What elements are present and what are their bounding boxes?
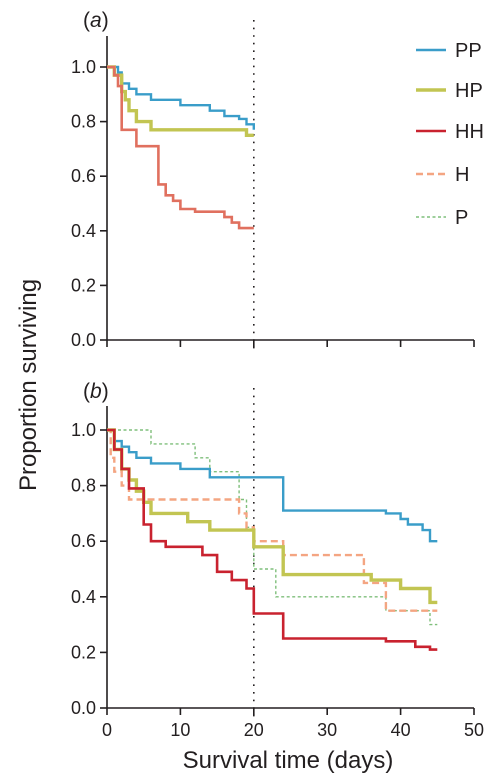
- legend-label-hh: HH: [455, 121, 484, 143]
- x-tick-label: 40: [391, 720, 411, 740]
- x-tick-label: 20: [244, 720, 264, 740]
- series-line-hp: [107, 428, 438, 605]
- legend-label-hp: HP: [455, 80, 483, 102]
- series-line-h: [107, 428, 438, 612]
- y-tick-label: 0.4: [71, 587, 96, 607]
- panel-b: (b) 0.0 0.2 0.4 0.6 0.8 1.0 0 10 20 30 40 50: [71, 380, 484, 740]
- y-tick-label: 0.0: [71, 330, 96, 350]
- panel-a: (a) 0.0 0.2 0.4 0.6 0.8 1.0: [71, 9, 475, 350]
- y-axis-title: Proportion surviving: [15, 279, 42, 491]
- y-tick-label: 1.0: [71, 57, 96, 77]
- x-tick-label: 30: [317, 720, 337, 740]
- y-tick-label: 0.8: [71, 112, 96, 132]
- y-tick-label: 0.6: [71, 531, 96, 551]
- y-tick-label: 0.0: [71, 698, 96, 718]
- legend-label-pp: PP: [455, 40, 482, 62]
- panel-b-label: (b): [83, 380, 109, 403]
- legend-label-p: P: [455, 207, 468, 229]
- x-tick-label: 10: [170, 720, 190, 740]
- y-tick-label: 0.8: [71, 476, 96, 496]
- y-tick-label: 0.2: [71, 642, 96, 662]
- y-tick-label: 0.4: [71, 221, 96, 241]
- series-line-hh: [107, 428, 438, 651]
- x-axis-title: Survival time (days): [183, 747, 394, 774]
- y-tick-label: 0.6: [71, 166, 96, 186]
- y-tick-label: 1.0: [71, 420, 96, 440]
- x-tick-label: 0: [102, 720, 112, 740]
- legend-label-h: H: [455, 164, 469, 186]
- series-line-hh: [107, 65, 254, 230]
- panel-a-label: (a): [83, 9, 109, 32]
- x-tick-label: 50: [464, 720, 484, 740]
- y-tick-label: 0.2: [71, 275, 96, 295]
- series-line-pp: [107, 428, 438, 543]
- series-line-p: [107, 429, 438, 626]
